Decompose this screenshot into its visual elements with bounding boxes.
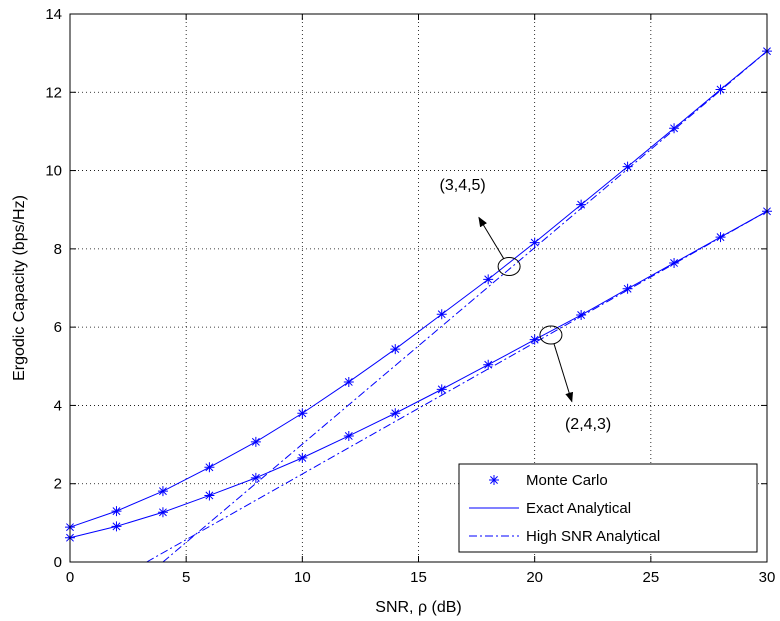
monte-carlo-point <box>669 123 680 134</box>
x-tick-label: 10 <box>294 569 311 586</box>
series-group <box>65 206 772 563</box>
x-tick-label: 15 <box>410 569 427 586</box>
monte-carlo-point <box>715 232 726 243</box>
y-axis-label: Ergodic Capacity (bps/Hz) <box>11 195 28 381</box>
monte-carlo-point <box>343 376 354 387</box>
annotation-ellipse <box>539 325 563 345</box>
legend-marker <box>489 475 499 485</box>
annotation-layer: (3,4,5) (2,4,3) <box>440 177 612 433</box>
monte-carlo-point <box>111 506 122 517</box>
exact-line <box>69 50 768 528</box>
legend-label: Exact Analytical <box>526 500 631 517</box>
y-tick-label: 12 <box>45 84 62 101</box>
ticks: 0 5 10 15 20 25 30 0 2 4 6 8 10 12 14 <box>45 6 775 586</box>
high-snr-line <box>162 50 768 563</box>
monte-carlo-point <box>622 161 633 172</box>
y-tick-label: 2 <box>54 476 62 493</box>
legend: Monte Carlo Exact Analytical High SNR Anal… <box>458 463 758 553</box>
monte-carlo-point <box>297 452 308 463</box>
series-layer <box>65 46 772 563</box>
monte-carlo-point <box>390 408 401 419</box>
annotation: (3,4,5) <box>440 177 521 276</box>
exact-line <box>69 210 768 539</box>
monte-carlo-point <box>622 283 633 294</box>
monte-carlo-point <box>204 490 215 501</box>
y-tick-label: 0 <box>54 554 62 571</box>
annotation: (2,4,3) <box>539 325 611 433</box>
legend-label: High SNR Analytical <box>526 528 660 545</box>
monte-carlo-point <box>250 436 261 447</box>
annotation-arrow <box>553 343 574 403</box>
annotation-label: (2,4,3) <box>565 416 611 433</box>
annotation-arrow <box>478 216 505 260</box>
x-tick-label: 0 <box>66 569 74 586</box>
monte-carlo-point <box>343 430 354 441</box>
monte-carlo-point <box>483 274 494 285</box>
monte-carlo-point <box>576 199 587 210</box>
annotation-ellipse <box>497 256 521 276</box>
monte-carlo-point <box>436 384 447 395</box>
monte-carlo-point <box>576 310 587 321</box>
y-tick-label: 14 <box>45 6 62 23</box>
monte-carlo-point <box>529 237 540 248</box>
monte-carlo-point <box>157 486 168 497</box>
legend-label: Monte Carlo <box>526 472 608 489</box>
x-tick-label: 25 <box>642 569 659 586</box>
annotation-label: (3,4,5) <box>440 177 486 194</box>
x-axis-label: SNR, ρ (dB) <box>375 599 461 616</box>
monte-carlo-point <box>669 257 680 268</box>
y-tick-label: 10 <box>45 163 62 180</box>
monte-carlo-point <box>436 309 447 320</box>
high-snr-line <box>146 210 768 563</box>
monte-carlo-point <box>390 344 401 355</box>
monte-carlo-point <box>483 359 494 370</box>
monte-carlo-point <box>715 84 726 95</box>
monte-carlo-point <box>250 472 261 483</box>
monte-carlo-point <box>157 507 168 518</box>
x-tick-label: 20 <box>526 569 543 586</box>
monte-carlo-point <box>297 408 308 419</box>
monte-carlo-point <box>529 334 540 345</box>
y-tick-label: 6 <box>54 319 62 336</box>
monte-carlo-point <box>111 521 122 532</box>
monte-carlo-point <box>204 462 215 473</box>
y-tick-label: 4 <box>54 397 62 414</box>
y-tick-label: 8 <box>54 241 62 258</box>
x-tick-label: 30 <box>759 569 776 586</box>
x-tick-label: 5 <box>182 569 190 586</box>
